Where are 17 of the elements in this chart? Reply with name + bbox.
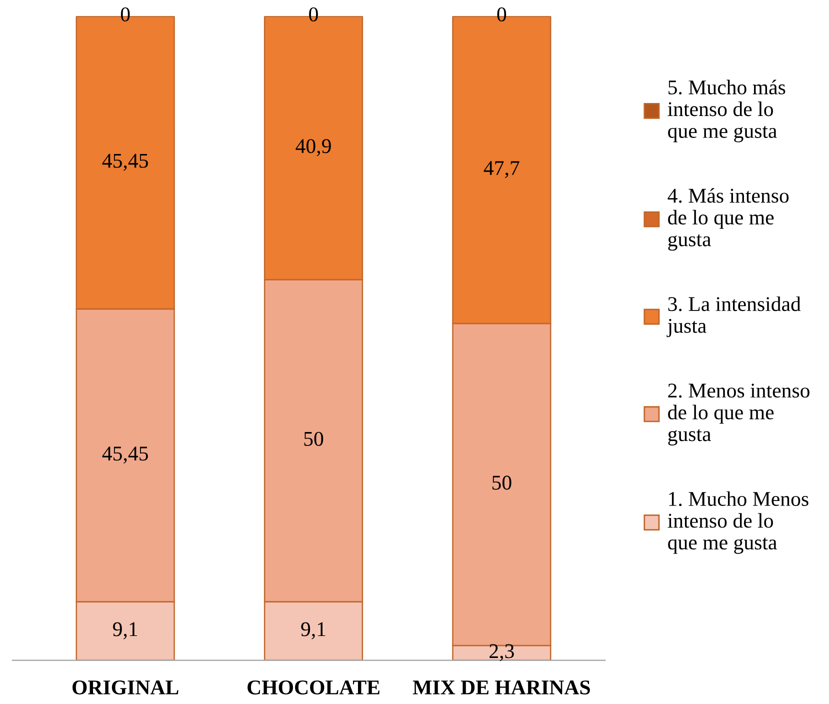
data-label: 50 <box>304 432 324 446</box>
legend-label: 1. Mucho Menos intenso de lo que me gusta <box>668 491 808 554</box>
data-label: 47,7 <box>484 161 520 178</box>
x-tick-label: MIX DE HARINAS <box>412 680 590 694</box>
legend-label: 2. Menos intenso de lo que me gusta <box>668 384 810 446</box>
legend-label: 4. Más intenso de lo que me gusta <box>668 188 789 251</box>
data-label: 2,3 <box>490 644 514 662</box>
data-label: 50 <box>492 476 512 490</box>
legend-label: 3. La intensidad justa <box>666 296 801 338</box>
data-label: 9,1 <box>112 622 138 640</box>
data-label: 9,1 <box>301 622 326 640</box>
data-label: 45,45 <box>102 446 148 464</box>
data-label: 45,45 <box>102 154 148 171</box>
data-label: 40,9 <box>296 139 331 156</box>
legend-label: 5. Mucho más intenso de lo que me gusta <box>668 80 786 142</box>
x-tick-label: CHOCOLATE <box>248 680 380 694</box>
x-tick-label: ORIGINAL <box>72 680 178 694</box>
